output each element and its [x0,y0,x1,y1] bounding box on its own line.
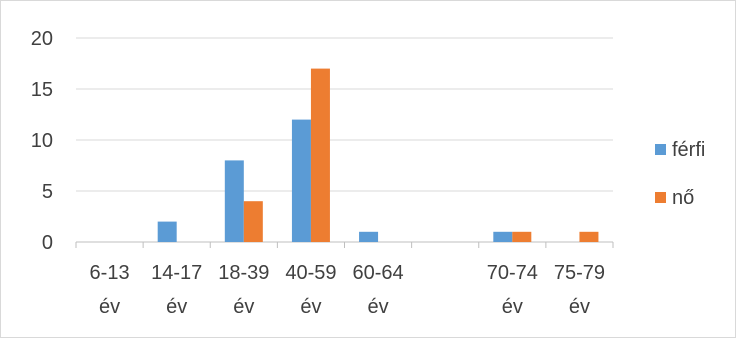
x-tick-label: év [300,296,321,318]
bar-nő-7 [579,232,598,242]
bar-nő-3 [311,69,330,242]
bar-nő-2 [244,201,263,242]
y-tick-label: 15 [31,79,53,101]
x-tick-label: 75-79 [554,262,605,284]
x-tick-label: év [569,296,590,318]
y-tick-label: 20 [31,28,53,50]
legend-label-férfi: férfi [672,139,705,161]
y-tick-label: 10 [31,130,53,152]
y-tick-label: 0 [42,232,53,254]
bar-férfi-4 [359,232,378,242]
x-tick-label: 18-39 [218,262,269,284]
legend-swatch-nő [655,192,666,203]
x-tick-label: év [166,296,187,318]
bar-férfi-1 [158,222,177,242]
bar-férfi-6 [493,232,512,242]
x-tick-label: 60-64 [352,262,403,284]
legend-swatch-férfi [655,144,666,155]
x-tick-label: év [233,296,254,318]
bar-férfi-3 [292,120,311,242]
bar-férfi-2 [225,160,244,242]
x-tick-label: év [368,296,389,318]
x-tick-label: 6-13 [90,262,130,284]
y-tick-label: 5 [42,181,53,203]
x-tick-label: 70-74 [487,262,538,284]
bar-nő-6 [512,232,531,242]
x-tick-label: 14-17 [151,262,202,284]
x-tick-label: év [99,296,120,318]
x-tick-label: 40-59 [285,262,336,284]
legend-label-nő: nő [672,187,694,209]
x-tick-label: év [502,296,523,318]
